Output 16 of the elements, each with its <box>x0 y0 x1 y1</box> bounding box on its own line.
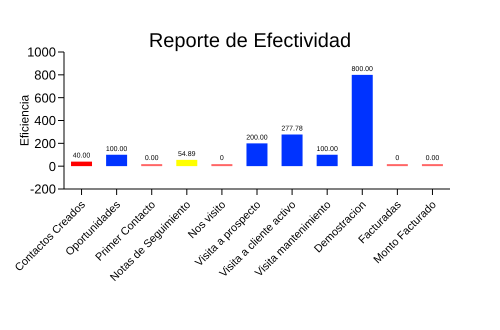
bar <box>316 154 338 166</box>
y-tick-label: 0 <box>48 158 56 174</box>
bar <box>176 160 198 166</box>
bar <box>282 134 303 166</box>
y-tick-label: 800 <box>34 67 56 82</box>
y-tick-label: 1000 <box>27 44 56 60</box>
chart-title: Reporte de Efectividad <box>148 30 352 52</box>
bar <box>71 162 92 166</box>
y-tick-label: 400 <box>34 113 56 128</box>
y-axis-title: Eficiencia <box>17 94 32 146</box>
bar <box>246 143 268 166</box>
y-tick-label: 200 <box>34 136 56 151</box>
y-tick-label: -200 <box>30 182 56 197</box>
bar <box>106 154 128 166</box>
bar <box>352 74 373 166</box>
y-tick-label: 600 <box>34 90 56 106</box>
